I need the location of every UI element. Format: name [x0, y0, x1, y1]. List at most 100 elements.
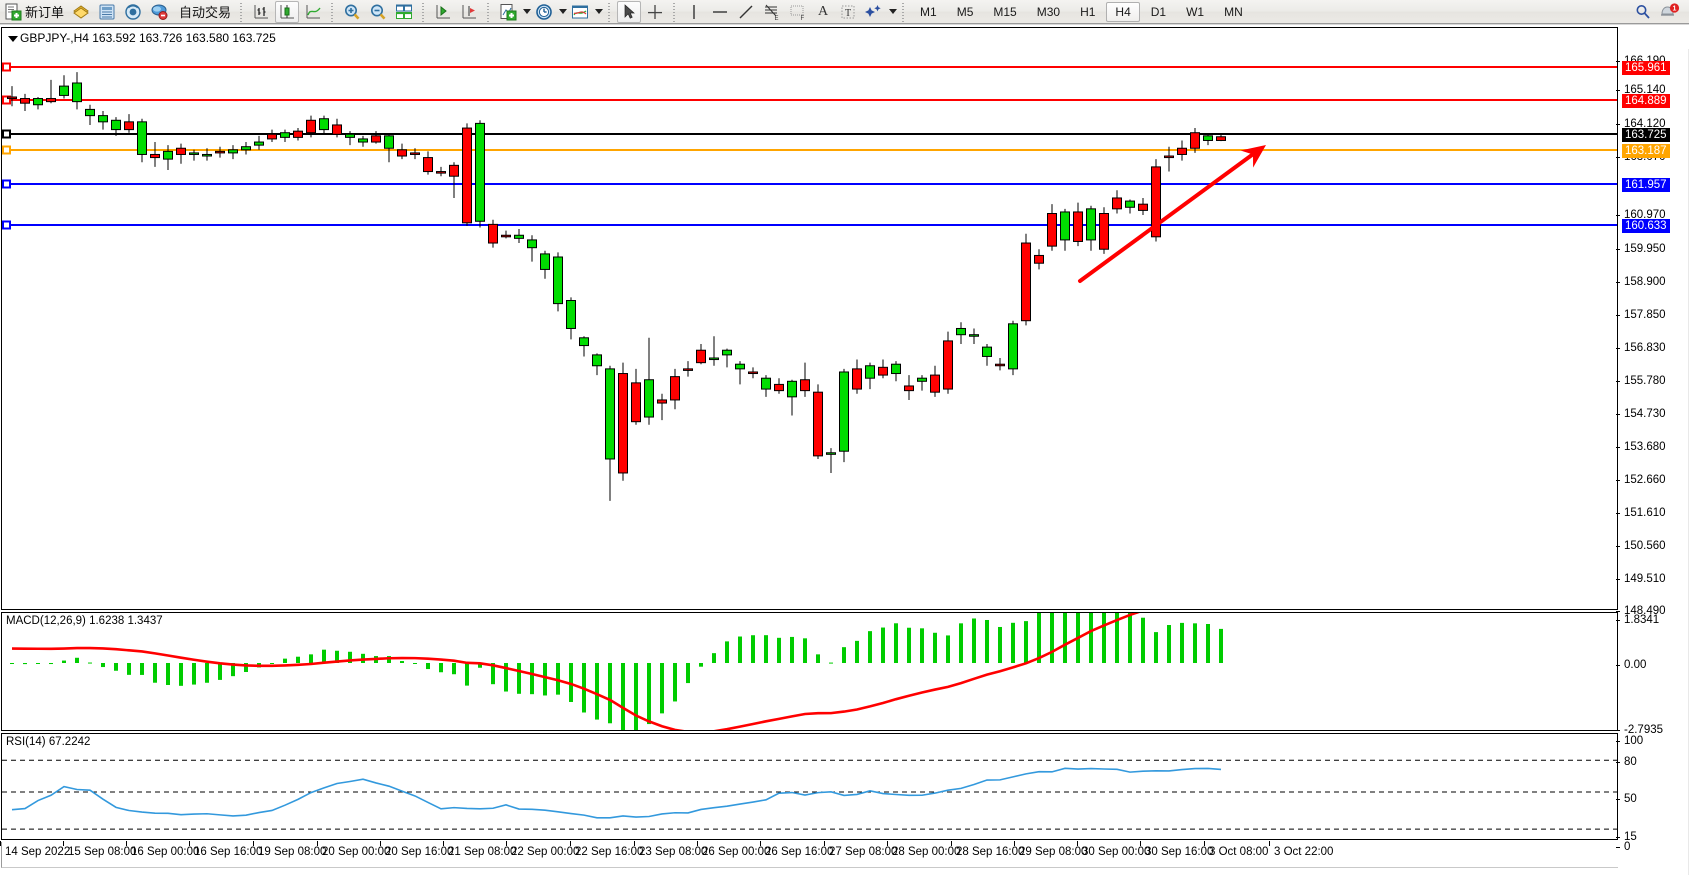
symbol-dropdown-caret-icon[interactable] [8, 36, 18, 42]
macd-histogram-bar [829, 662, 833, 664]
vertical-line-tool-button[interactable] [682, 1, 706, 23]
macd-histogram-bar [517, 663, 521, 694]
price-axis[interactable]: 166.190165.140164.120163.070160.970159.9… [1615, 27, 1688, 853]
market-watch-button[interactable] [95, 1, 119, 23]
macd-histogram-bar [413, 663, 417, 664]
price-chart-canvas[interactable] [2, 28, 1617, 609]
hline-resistance-164-889-handle[interactable] [2, 95, 11, 105]
chart-window: GBPJPY-,H4 163.592 163.726 163.580 163.7… [0, 24, 1689, 875]
timeframe-h4[interactable]: H4 [1106, 1, 1140, 22]
macd-histogram-bar [699, 663, 703, 667]
candle-body [150, 153, 160, 159]
trendline-tool-button[interactable] [734, 1, 758, 23]
macd-histogram-bar [751, 635, 755, 663]
fibonacci-tool-button[interactable]: E [760, 1, 784, 23]
notifications-button[interactable]: 1 [1657, 1, 1683, 23]
badge-163-187[interactable]: 163.187 [1622, 144, 1670, 158]
candle-body [33, 98, 43, 106]
crosshair-tool-button[interactable] [643, 1, 667, 23]
indicator-tick-1: 0.00 [1615, 659, 1647, 671]
rsi-pane[interactable]: RSI(14) 67.2242 [1, 733, 1618, 840]
timeframe-h1[interactable]: H1 [1080, 4, 1096, 19]
candle-body [865, 365, 875, 379]
candle-body [254, 141, 264, 146]
hline-support-161-957-handle[interactable] [2, 179, 11, 189]
equidistant-channel-tool-button[interactable]: F [786, 1, 810, 23]
candle-body [657, 399, 667, 404]
timeframe-m5[interactable]: M5 [956, 4, 974, 19]
macd-histogram-bar [387, 656, 391, 663]
periodicity-caret-icon[interactable] [559, 9, 568, 14]
candle-body [202, 153, 212, 157]
chart-shift-icon [462, 4, 477, 18]
line-chart-button[interactable] [301, 1, 325, 23]
objects-list-caret-icon[interactable] [889, 9, 898, 14]
price-pane[interactable]: GBPJPY-,H4 163.592 163.726 163.580 163.7… [1, 27, 1618, 610]
zoom-out-button[interactable] [366, 1, 390, 23]
hline-level-163-187-handle[interactable] [2, 145, 11, 155]
price-tick-label: 149.510 [1624, 573, 1666, 585]
badge-161-957[interactable]: 161.957 [1622, 178, 1670, 192]
macd-histogram-bar [75, 657, 79, 663]
new-chart-caret-icon[interactable] [523, 9, 532, 14]
badge-160-633[interactable]: 160.633 [1622, 219, 1670, 233]
candle-body [488, 223, 498, 244]
macd-histogram-bar [959, 623, 963, 663]
auto-scroll-button[interactable] [431, 1, 455, 23]
price-tick-label: 153.680 [1624, 441, 1666, 453]
candle-body [566, 300, 576, 329]
bar-chart-button[interactable] [249, 1, 273, 23]
navigator-button[interactable] [147, 1, 171, 23]
hline-last-price-163-725-handle[interactable] [2, 129, 11, 139]
timeframe-d1[interactable]: D1 [1150, 4, 1167, 19]
auto-trading-button[interactable]: 自动交易 [173, 1, 234, 23]
hline-resistance-165-961-handle[interactable] [2, 62, 11, 72]
timeframe-m30[interactable]: M30 [1036, 4, 1061, 19]
timeframe-mn[interactable]: MN [1224, 4, 1243, 19]
timeframe-m1[interactable]: M1 [920, 4, 937, 19]
candle-body [111, 119, 121, 131]
hline-support-160-633-handle[interactable] [2, 220, 11, 230]
candle-body [917, 377, 927, 382]
new-order-button[interactable]: 新订单 [1, 1, 67, 23]
text-label-tool-button[interactable]: T [836, 1, 860, 23]
text-tool-button[interactable]: A [812, 1, 834, 23]
candle-body [124, 121, 134, 131]
macd-pane[interactable]: MACD(12,26,9) 1.6238 1.3437 [1, 612, 1618, 731]
price-tick-1: 165.140 [1616, 84, 1666, 96]
data-window-button[interactable] [121, 1, 145, 23]
indicator-tick-label: 0.00 [1624, 659, 1647, 671]
horizontal-line-tool-button[interactable] [708, 1, 732, 23]
candlestick-chart-button[interactable] [275, 0, 300, 23]
timeframe-m15[interactable]: M15 [993, 4, 1017, 19]
indicators-caret-icon[interactable] [595, 9, 604, 14]
macd-histogram-bar [270, 663, 274, 664]
macd-histogram-bar [1024, 621, 1028, 663]
badge-163-725[interactable]: 163.725 [1622, 128, 1670, 142]
candle-body [1164, 155, 1174, 159]
time-axis[interactable]: 14 Sep 2022 15 Sep 08:00 16 Sep 00:00 16 Se… [0, 841, 1618, 868]
candle-body [995, 363, 1005, 367]
chart-shift-button[interactable] [457, 1, 481, 23]
indicators-button[interactable] [568, 1, 592, 23]
macd-histogram-bar [881, 627, 885, 663]
cursor-tool-button[interactable] [617, 0, 642, 23]
candle-body [397, 149, 407, 157]
zoom-in-button[interactable] [340, 1, 364, 23]
search-button[interactable] [1631, 1, 1655, 23]
arrow-head [1240, 145, 1266, 168]
svg-text:T: T [845, 8, 851, 19]
objects-list-button[interactable] [862, 1, 886, 23]
macd-histogram-bar [803, 638, 807, 663]
macd-label: MACD(12,26,9) 1.6238 1.3437 [6, 615, 163, 627]
new-chart-button[interactable] [496, 1, 520, 23]
badge-164-889[interactable]: 164.889 [1622, 94, 1670, 108]
toolbar-separator-2 [329, 1, 337, 22]
timeframe-w1[interactable]: W1 [1186, 4, 1205, 19]
periodicity-button[interactable] [532, 1, 556, 23]
badge-165-961[interactable]: 165.961 [1622, 61, 1670, 75]
profiles-button[interactable] [69, 1, 93, 23]
candle-body [826, 452, 836, 455]
tile-windows-button[interactable] [392, 1, 416, 23]
uptrend-arrow[interactable] [1078, 145, 1266, 283]
